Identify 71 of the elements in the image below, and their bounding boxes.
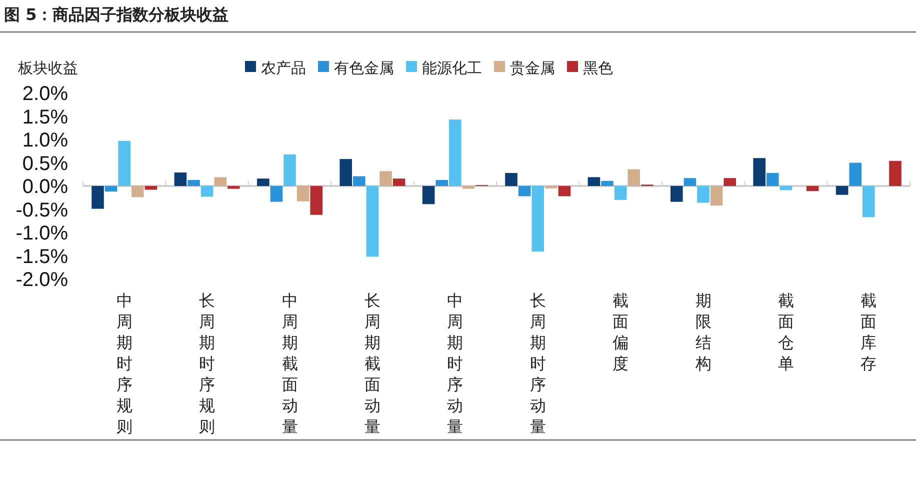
bar (806, 186, 819, 192)
bar (284, 154, 296, 186)
bar (889, 160, 902, 186)
bar (505, 172, 518, 186)
x-tick-label: 长周期时序规则 (199, 291, 216, 436)
legend-label: 黑色 (583, 59, 613, 77)
bar (188, 180, 200, 186)
bar (144, 186, 158, 190)
bar (753, 158, 766, 186)
bar (518, 186, 531, 196)
x-tick-label: 截面偏度 (612, 291, 629, 373)
bar (462, 186, 475, 189)
bar (710, 186, 723, 206)
x-tick-label: 长周期时序动量 (530, 291, 546, 436)
bar (628, 169, 640, 186)
legend-label: 农产品 (261, 59, 306, 77)
y-tick-label: 0.0% (22, 176, 68, 198)
y-tick-label: -1.0% (16, 222, 68, 244)
bar (558, 186, 571, 196)
y-tick-label: 2.0% (22, 83, 68, 105)
bar (724, 178, 736, 186)
bar (118, 140, 130, 186)
bar (340, 159, 352, 186)
bar (296, 186, 310, 202)
bar (601, 180, 614, 186)
bar (366, 186, 379, 257)
y-tick-label: 1.0% (22, 130, 68, 152)
bar (174, 172, 187, 186)
y-tick-label: 0.5% (22, 152, 68, 175)
x-tick-label: 截面库存 (860, 291, 877, 373)
x-tick-label: 长周期截面动量 (364, 291, 380, 436)
x-tick-label: 截面仓单 (778, 291, 794, 373)
bar (392, 178, 406, 186)
bar (436, 180, 448, 186)
bar (697, 186, 710, 203)
legend-label: 有色金属 (334, 59, 394, 77)
bar (862, 186, 875, 218)
x-tick-label: 中周期时序规则 (116, 291, 132, 436)
bar (92, 186, 104, 209)
bar (200, 186, 214, 197)
bar (588, 177, 600, 186)
bar (310, 186, 322, 215)
legend-label: 能源化工 (422, 59, 482, 77)
y-tick-label: -1.5% (16, 246, 68, 268)
y-tick-label: -2.0% (16, 269, 68, 291)
bar (836, 186, 848, 195)
bar (353, 176, 366, 186)
bar (532, 186, 544, 252)
bar (132, 186, 144, 198)
bar (380, 171, 392, 186)
y-tick-label: 1.5% (22, 106, 68, 128)
chart-title: 图 5：商品因子指数分板块收益 (4, 5, 229, 24)
bar (780, 186, 792, 190)
bar (228, 186, 240, 189)
bar (270, 186, 283, 202)
x-tick-label: 中周期截面动量 (282, 291, 298, 436)
bar (684, 178, 696, 186)
x-tick-label: 期限结构 (694, 291, 712, 373)
y-axis-title: 板块收益 (17, 59, 78, 77)
legend-label: 贵金属 (510, 59, 555, 77)
bar (849, 162, 862, 186)
bar (614, 186, 627, 200)
bar (422, 186, 435, 204)
bar (670, 186, 683, 202)
x-tick-label: 中周期时序动量 (447, 291, 464, 436)
bar (214, 177, 226, 186)
bar (766, 172, 779, 186)
bar (257, 178, 270, 186)
y-tick-label: -0.5% (16, 199, 68, 222)
bar (449, 120, 462, 186)
bar (104, 186, 118, 192)
